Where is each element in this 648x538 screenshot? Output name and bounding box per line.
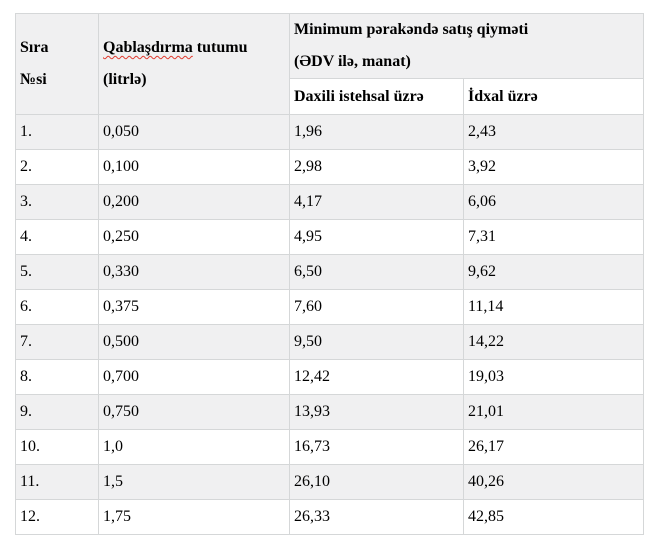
cell-row-number: 3. [15, 184, 99, 220]
table-row: 2. 0,100 2,98 3,92 [15, 149, 644, 185]
header-domestic-production: Daxili istehsal üzrə [289, 78, 464, 115]
header-price-group: Minimum pərakəndə satış qiyməti (ƏDV ilə… [289, 13, 644, 79]
header-row-number: Sıra №si [15, 13, 99, 115]
document-page: Sıra №si Qablaşdırma tutumu (litrlə) Min… [0, 13, 648, 538]
table-row: 6. 0,375 7,60 11,14 [15, 289, 644, 325]
cell-row-number: 6. [15, 289, 99, 325]
cell-domestic-price: 13,93 [289, 394, 464, 430]
cell-import-price: 2,43 [463, 114, 644, 150]
cell-domestic-price: 2,98 [289, 149, 464, 185]
cell-import-price: 42,85 [463, 499, 644, 535]
cell-row-number: 8. [15, 359, 99, 395]
cell-domestic-price: 26,33 [289, 499, 464, 535]
cell-capacity: 1,5 [98, 464, 290, 500]
header-capacity-line2: (litrlə) [103, 71, 147, 88]
table-row: 7. 0,500 9,50 14,22 [15, 324, 644, 360]
cell-domestic-price: 9,50 [289, 324, 464, 360]
table-row: 1. 0,050 1,96 2,43 [15, 114, 644, 150]
cell-capacity: 0,250 [98, 219, 290, 255]
cell-domestic-price: 4,17 [289, 184, 464, 220]
cell-capacity: 0,330 [98, 254, 290, 290]
header-row-top: Sıra №si Qablaşdırma tutumu (litrlə) Min… [15, 13, 644, 115]
table-row: 3. 0,200 4,17 6,06 [15, 184, 644, 220]
cell-import-price: 11,14 [463, 289, 644, 325]
cell-capacity: 0,500 [98, 324, 290, 360]
cell-row-number: 11. [15, 464, 99, 500]
cell-import-price: 19,03 [463, 359, 644, 395]
header-row-sub: Daxili istehsal üzrə İdxal üzrə [16, 78, 644, 115]
cell-import-price: 40,26 [463, 464, 644, 500]
cell-domestic-price: 12,42 [289, 359, 464, 395]
table-row: 4. 0,250 4,95 7,31 [15, 219, 644, 255]
cell-capacity: 0,750 [98, 394, 290, 430]
header-price-group-line2: (ƏDV ilə, manat) [294, 53, 411, 70]
header-row-number-line1: Sıra [20, 39, 49, 56]
cell-capacity: 0,100 [98, 149, 290, 185]
header-import: İdxal üzrə [463, 78, 644, 115]
cell-import-price: 14,22 [463, 324, 644, 360]
cell-import-price: 26,17 [463, 429, 644, 465]
cell-capacity: 1,0 [98, 429, 290, 465]
cell-domestic-price: 4,95 [289, 219, 464, 255]
table-row: 10. 1,0 16,73 26,17 [15, 429, 644, 465]
cell-domestic-price: 6,50 [289, 254, 464, 290]
cell-row-number: 5. [15, 254, 99, 290]
table-body: 1. 0,050 1,96 2,43 2. 0,100 2,98 3,92 3. 0,200 4,1… [15, 114, 644, 535]
cell-row-number: 4. [15, 219, 99, 255]
cell-row-number: 2. [15, 149, 99, 185]
header-capacity-line1: Qablaşdırma tutumu [103, 32, 287, 64]
cell-row-number: 10. [15, 429, 99, 465]
cell-domestic-price: 7,60 [289, 289, 464, 325]
cell-import-price: 3,92 [463, 149, 644, 185]
cell-capacity: 0,050 [98, 114, 290, 150]
cell-domestic-price: 26,10 [289, 464, 464, 500]
cell-import-price: 21,01 [463, 394, 644, 430]
cell-row-number: 1. [15, 114, 99, 150]
table-row: 9. 0,750 13,93 21,01 [15, 394, 644, 430]
cell-domestic-price: 16,73 [289, 429, 464, 465]
header-capacity: Qablaşdırma tutumu (litrlə) [98, 13, 290, 115]
cell-import-price: 7,31 [463, 219, 644, 255]
misspelled-word: Qablaşdırma [103, 39, 193, 56]
table-row: 12. 1,75 26,33 42,85 [15, 499, 644, 535]
cell-row-number: 12. [15, 499, 99, 535]
cell-import-price: 6,06 [463, 184, 644, 220]
table-header: Sıra №si Qablaşdırma tutumu (litrlə) Min… [15, 13, 644, 115]
cell-capacity: 0,700 [98, 359, 290, 395]
table-row: 8. 0,700 12,42 19,03 [15, 359, 644, 395]
table-row: 11. 1,5 26,10 40,26 [15, 464, 644, 500]
header-capacity-word-rest: tutumu [196, 39, 248, 56]
cell-row-number: 9. [15, 394, 99, 430]
cell-import-price: 9,62 [463, 254, 644, 290]
header-row-number-line2: №si [20, 71, 47, 88]
cell-row-number: 7. [15, 324, 99, 360]
table-row: 5. 0,330 6,50 9,62 [15, 254, 644, 290]
price-table: Sıra №si Qablaşdırma tutumu (litrlə) Min… [15, 13, 644, 535]
cell-capacity: 1,75 [98, 499, 290, 535]
cell-domestic-price: 1,96 [289, 114, 464, 150]
cell-capacity: 0,375 [98, 289, 290, 325]
header-price-group-line1: Minimum pərakəndə satış qiyməti [294, 21, 529, 38]
cell-capacity: 0,200 [98, 184, 290, 220]
